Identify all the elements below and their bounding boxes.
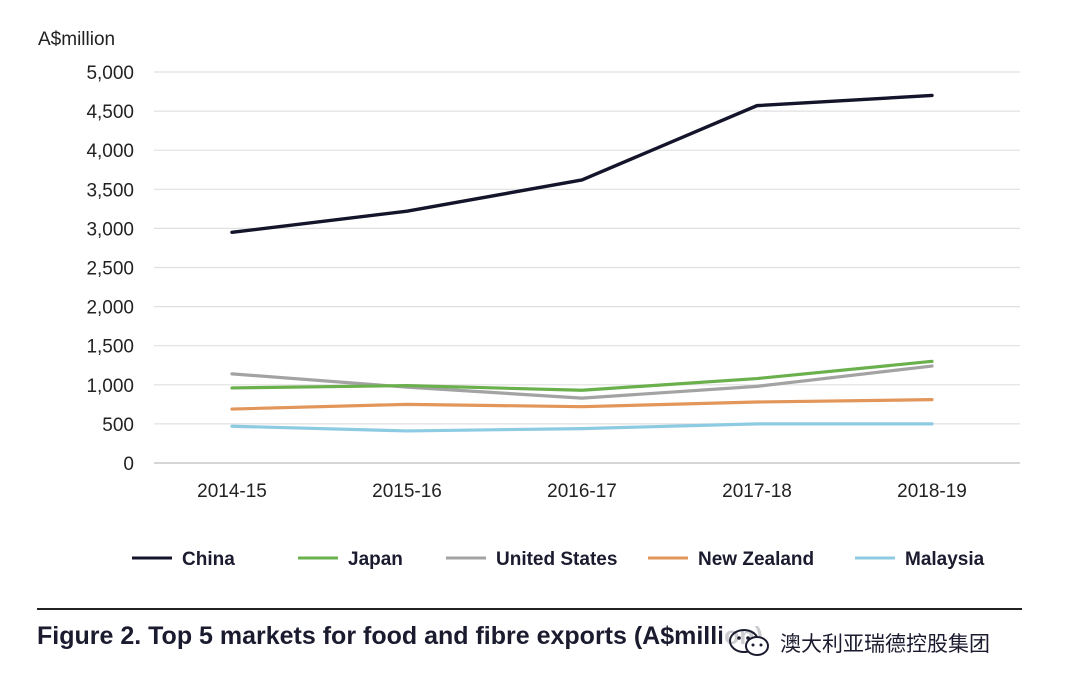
- x-tick-label: 2017-18: [722, 481, 792, 502]
- series-line-china: [230, 93, 934, 235]
- y-tick-label: 0: [123, 454, 134, 475]
- x-axis-ticks: 2014-15 2015-16 2016-17 2017-18 2018-19: [197, 481, 967, 502]
- watermark: 澳大利亚瑞德控股集团: [722, 625, 994, 661]
- legend-label: Japan: [348, 549, 403, 570]
- series-line-united-states: [230, 364, 934, 400]
- legend-label: United States: [496, 549, 617, 570]
- series-line-new-zealand: [230, 398, 934, 411]
- legend-label: Malaysia: [905, 549, 985, 570]
- y-axis-ticks: 0 500 1,000 1,500 2,000 2,500 3,000 3,500 4,000 4…: [86, 63, 134, 475]
- caption-divider: [37, 608, 1022, 610]
- legend-label: China: [182, 549, 235, 570]
- y-tick-label: 4,500: [86, 102, 134, 123]
- y-tick-label: 5,000: [86, 63, 134, 84]
- y-tick-label: 500: [102, 415, 134, 436]
- watermark-text: 澳大利亚瑞德控股集团: [780, 633, 990, 656]
- y-tick-label: 4,000: [86, 141, 134, 162]
- gridlines: [154, 71, 1020, 464]
- legend-item-japan: Japan: [298, 549, 403, 570]
- x-tick-label: 2016-17: [547, 481, 617, 502]
- y-tick-label: 3,000: [86, 219, 134, 240]
- y-tick-label: 2,500: [86, 259, 134, 280]
- line-chart: A$million 0 500 1,000 1,500 2,000 2,500 3,000 3…: [38, 29, 1020, 570]
- series-lines: [230, 93, 934, 433]
- legend-item-united-states: United States: [446, 549, 617, 570]
- y-tick-label: 3,500: [86, 180, 134, 201]
- legend-item-malaysia: Malaysia: [855, 549, 985, 570]
- figure-caption: Figure 2. Top 5 markets for food and fib…: [37, 622, 764, 650]
- x-tick-label: 2014-15: [197, 481, 267, 502]
- y-tick-label: 1,500: [86, 337, 134, 358]
- y-tick-label: 1,000: [86, 376, 134, 397]
- x-tick-label: 2018-19: [897, 481, 967, 502]
- series-line-japan: [230, 359, 934, 392]
- x-tick-label: 2015-16: [372, 481, 442, 502]
- legend-label: New Zealand: [698, 549, 814, 570]
- wechat-icon: [729, 629, 769, 656]
- legend-item-china: China: [132, 549, 235, 570]
- y-axis-label: A$million: [38, 29, 115, 50]
- y-tick-label: 2,000: [86, 298, 134, 319]
- series-line-malaysia: [230, 422, 934, 433]
- legend: China Japan United States New Zealand Malays…: [132, 549, 985, 570]
- legend-item-new-zealand: New Zealand: [648, 549, 814, 570]
